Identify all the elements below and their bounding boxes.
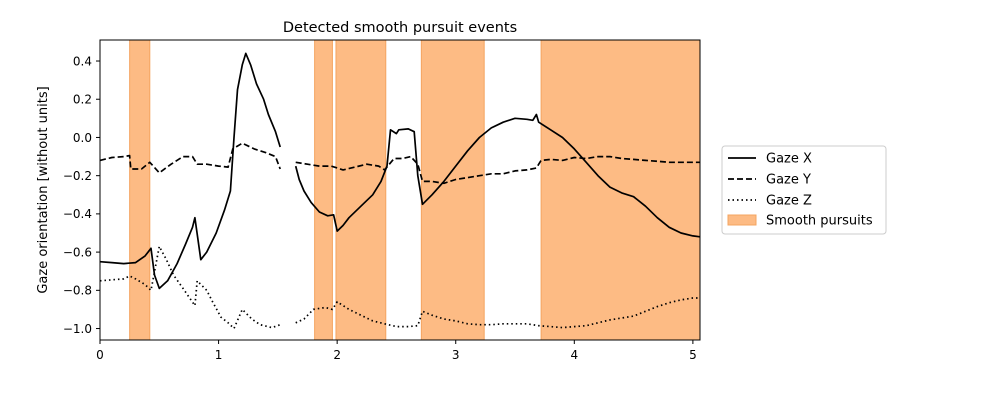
smooth-pursuit-span-3	[335, 39, 387, 341]
legend-swatch-smooth-pursuits	[727, 214, 757, 226]
y-tick-label: −0.8	[63, 284, 92, 298]
smooth-pursuit-span-4	[420, 39, 485, 341]
legend-label-gaze-y: Gaze Y	[766, 173, 811, 188]
series-line-gaze-z-segment-2	[295, 297, 700, 329]
x-tick-label: 3	[452, 348, 460, 362]
series-line-gaze-x-segment-2	[294, 113, 701, 238]
y-tick-label: −0.4	[63, 207, 92, 221]
legend-label-gaze-x: Gaze X	[766, 152, 812, 167]
smooth-pursuit-regions	[129, 39, 701, 341]
series-line-gaze-y-segment-1	[99, 142, 281, 174]
x-tick-label: 5	[689, 348, 697, 362]
series-lines	[99, 52, 701, 330]
legend-box	[721, 145, 887, 235]
x-tick-label: 4	[570, 348, 578, 362]
legend-label-smooth-pursuits: Smooth pursuits	[766, 214, 873, 229]
x-axis-ticks: 0 1 2 3 4 5	[96, 340, 697, 362]
smooth-pursuit-span-2	[314, 39, 333, 341]
y-tick-label: 0.2	[73, 93, 92, 107]
y-axis-label: Gaze orientation [without units]	[36, 86, 51, 293]
y-tick-label: 0.0	[73, 131, 92, 145]
chart-title: Detected smooth pursuit events	[283, 20, 517, 36]
y-axis-ticks: −1.0 −0.8 −0.6 −0.4 −0.2 0.0 0.2 0.4	[63, 54, 100, 336]
legend: Gaze X Gaze Y Gaze Z Smooth pursuits	[721, 145, 887, 235]
plot-frame	[99, 39, 701, 341]
y-tick-label: −0.2	[63, 169, 92, 183]
y-tick-label: 0.4	[73, 54, 92, 68]
series-line-gaze-x-segment-1	[99, 52, 282, 290]
y-tick-label: −1.0	[63, 322, 92, 336]
x-tick-label: 1	[215, 348, 223, 362]
x-tick-label: 0	[96, 348, 104, 362]
smooth-pursuit-span-1	[129, 39, 151, 341]
series-line-gaze-z-segment-1	[99, 245, 281, 330]
smooth-pursuit-span-5	[540, 39, 701, 341]
legend-label-gaze-z: Gaze Z	[766, 194, 812, 209]
y-tick-label: −0.6	[63, 245, 92, 259]
series-line-gaze-y-segment-2	[295, 155, 700, 185]
x-tick-label: 2	[333, 348, 341, 362]
